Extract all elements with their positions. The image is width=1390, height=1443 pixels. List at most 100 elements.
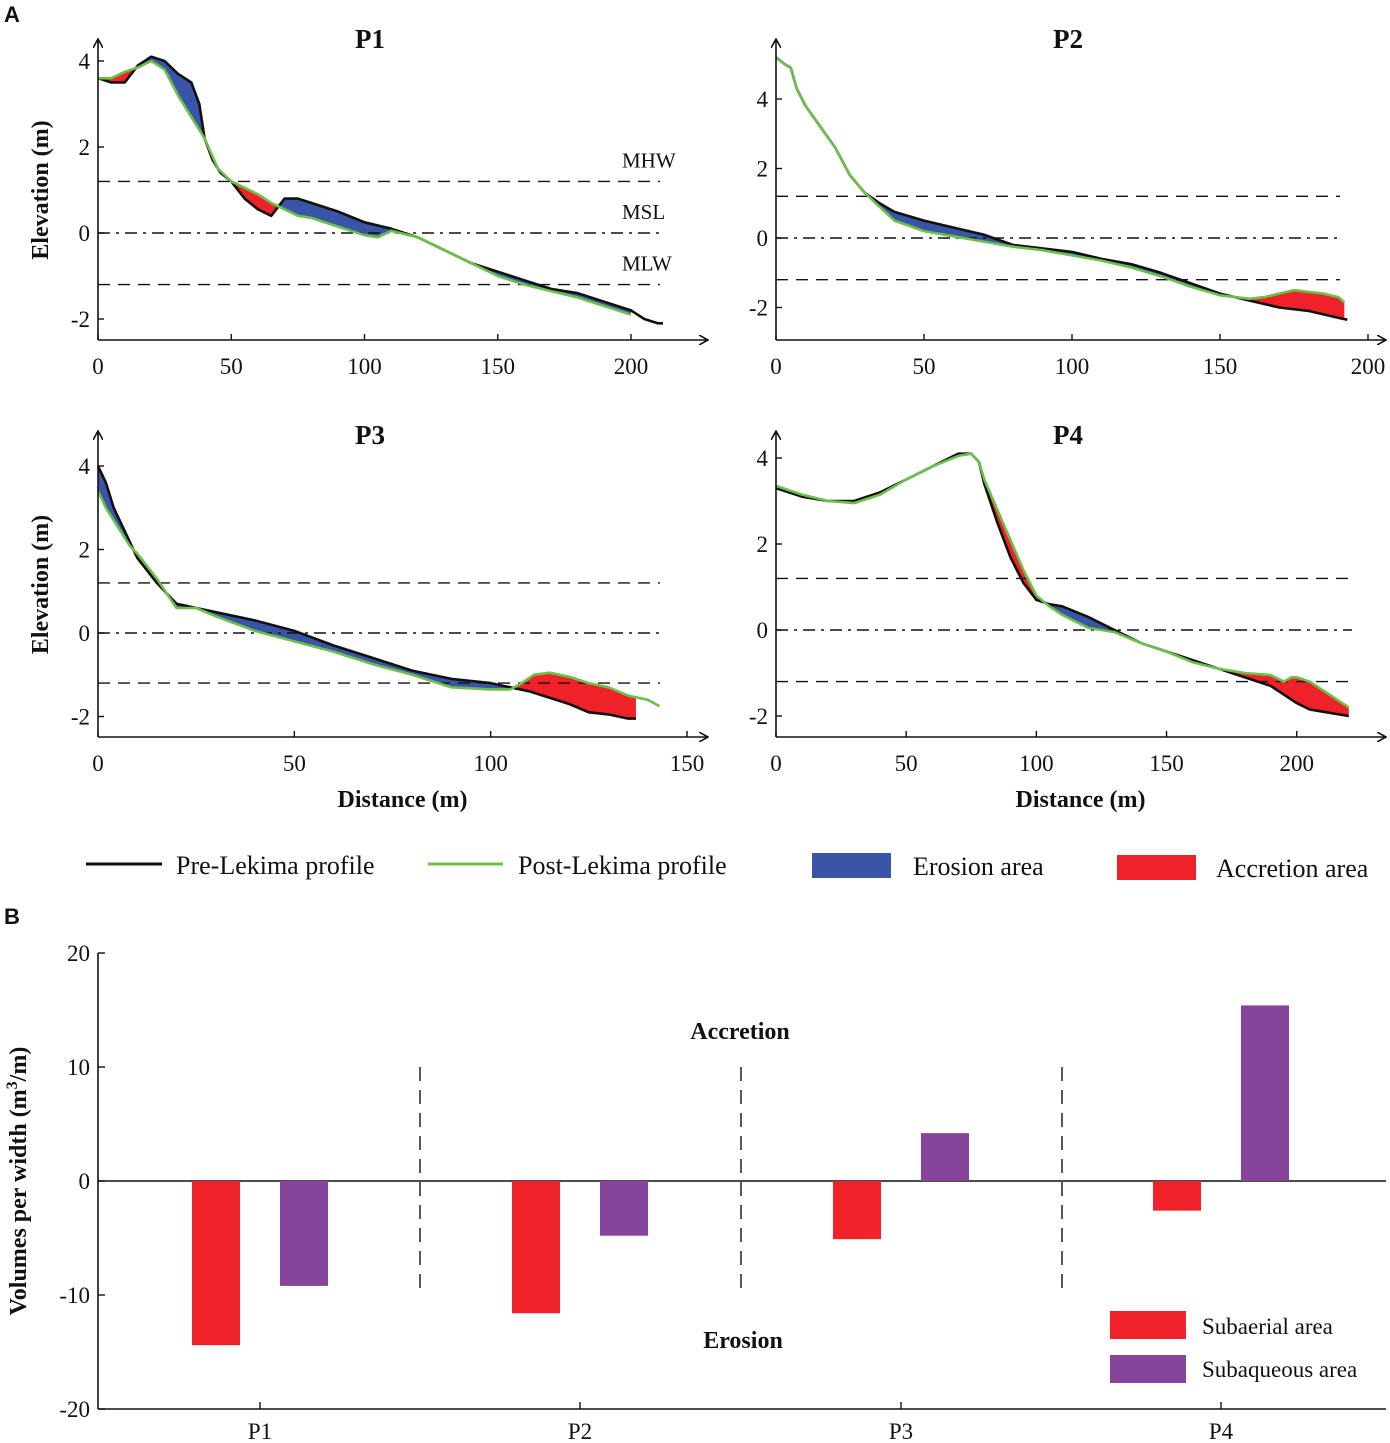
bar-category-label: P4 (1209, 1419, 1234, 1443)
y-axis-label: Elevation (m) (28, 515, 54, 654)
y-tick-label: 4 (757, 87, 769, 112)
bar-y-tick-label: 10 (67, 1055, 90, 1080)
x-tick-label: 50 (283, 751, 306, 776)
pre-lekima-line (96, 465, 636, 720)
post-lekima-line (775, 452, 1350, 709)
post-lekima-line (98, 59, 632, 316)
y-tick-label: 0 (79, 221, 91, 246)
y-axis-label: Elevation (m) (28, 120, 54, 259)
x-tick-label: 100 (1019, 751, 1054, 776)
post-lekima-line (96, 490, 661, 708)
y-tick-label: 2 (757, 532, 769, 557)
subaqueous-bar-p4 (1241, 1005, 1289, 1181)
bar-y-tick-label: 20 (67, 941, 90, 966)
legend-post-label: Post-Lekima profile (518, 851, 727, 880)
pre-lekima-line (97, 55, 663, 325)
x-tick-label: 200 (614, 354, 649, 379)
subaerial-bar-p4 (1153, 1181, 1201, 1211)
y-tick-label: 4 (79, 49, 91, 74)
y-tick-label: 2 (79, 135, 91, 160)
bar-y-tick-label: -20 (59, 1397, 90, 1422)
erosion-annotation: Erosion (703, 1328, 783, 1354)
x-tick-label: 0 (92, 354, 104, 379)
water-level-label-mhw: MHW (622, 148, 676, 172)
y-tick-label: -2 (749, 704, 768, 729)
subaerial-bar-p3 (833, 1181, 881, 1240)
panel-label-b: B (4, 904, 20, 929)
x-tick-label: 50 (220, 354, 243, 379)
y-tick-label: -2 (71, 307, 90, 332)
erosion-area (136, 56, 205, 139)
legend-pre-label: Pre-Lekima profile (176, 851, 375, 880)
bar-category-label: P1 (248, 1419, 272, 1443)
x-tick-label: 150 (481, 354, 516, 379)
profile-p2: 0 50 100 150 200 -2 0 2 4 P2 (749, 24, 1385, 379)
x-axis-label: Distance (m) (1016, 787, 1146, 813)
y-tick-label: 4 (757, 446, 769, 471)
erosion-area (170, 597, 195, 608)
y-tick-label: 2 (757, 157, 769, 182)
accretion-area (514, 672, 636, 719)
water-level-label-msl: MSL (622, 200, 665, 224)
x-tick-label: 0 (770, 751, 782, 776)
subaqueous-bar-p2 (600, 1181, 648, 1236)
subaqueous-bar-p3 (921, 1133, 969, 1181)
erosion-area (279, 198, 409, 238)
accretion-area (232, 182, 280, 216)
profile-title: P1 (355, 24, 385, 54)
water-level-label-mlw: MLW (622, 252, 672, 276)
bar-y-tick-label: 0 (79, 1169, 91, 1194)
subaerial-bar-p1 (192, 1181, 240, 1346)
profile-title: P2 (1053, 24, 1083, 54)
legend-accretion-swatch (1117, 855, 1196, 880)
profile-title: P4 (1053, 420, 1083, 450)
legend-erosion-swatch (812, 853, 891, 878)
legend-subaqueous-label: Subaqueous area (1202, 1357, 1357, 1382)
erosion-area (200, 608, 513, 690)
panel-label-a: A (4, 2, 20, 27)
profile-title: P3 (355, 420, 385, 450)
accretion-area (980, 466, 1045, 603)
x-tick-label: 150 (670, 751, 705, 776)
x-tick-label: 100 (1055, 354, 1090, 379)
x-tick-label: 200 (1279, 751, 1314, 776)
y-tick-label: 2 (79, 538, 91, 563)
y-tick-label: 0 (79, 621, 91, 646)
accretion-area (1223, 669, 1349, 716)
y-tick-label: 0 (757, 226, 769, 251)
accretion-annotation: Accretion (690, 1019, 790, 1045)
bar-y-axis-label: Volumes per width (m3/m) (4, 1047, 32, 1316)
x-tick-label: 200 (1351, 354, 1386, 379)
x-tick-label: 100 (473, 751, 508, 776)
legend-erosion-label: Erosion area (913, 852, 1044, 881)
legend-subaqueous-swatch (1110, 1355, 1186, 1383)
post-lekima-line (775, 56, 1346, 304)
volume-bar-chart: -20 -10 0 10 20 Volumes per width (m3/m) P1 P2 P… (4, 941, 1386, 1443)
x-tick-label: 100 (347, 354, 382, 379)
x-tick-label: 50 (895, 751, 918, 776)
legend-subaerial-label: Subaerial area (1202, 1314, 1333, 1339)
y-tick-label: 0 (757, 618, 769, 643)
legend-subaerial-swatch (1110, 1311, 1186, 1339)
bar-category-label: P2 (568, 1419, 592, 1443)
subaerial-bar-p2 (512, 1181, 560, 1314)
x-tick-label: 0 (770, 354, 782, 379)
subaqueous-bar-p1 (280, 1181, 328, 1286)
y-tick-label: 4 (79, 454, 91, 479)
x-tick-label: 150 (1149, 751, 1184, 776)
bar-category-label: P3 (889, 1419, 913, 1443)
y-tick-label: -2 (71, 705, 90, 730)
x-axis-label: Distance (m) (338, 787, 468, 813)
y-tick-label: -2 (749, 296, 768, 321)
x-tick-label: 50 (913, 354, 936, 379)
bar-y-tick-label: -10 (59, 1283, 90, 1308)
x-tick-label: 150 (1203, 354, 1238, 379)
legend-accretion-label: Accretion area (1216, 854, 1369, 883)
x-tick-label: 0 (92, 751, 104, 776)
legend-a: Pre-Lekima profile Post-Lekima profile E… (86, 851, 1369, 883)
